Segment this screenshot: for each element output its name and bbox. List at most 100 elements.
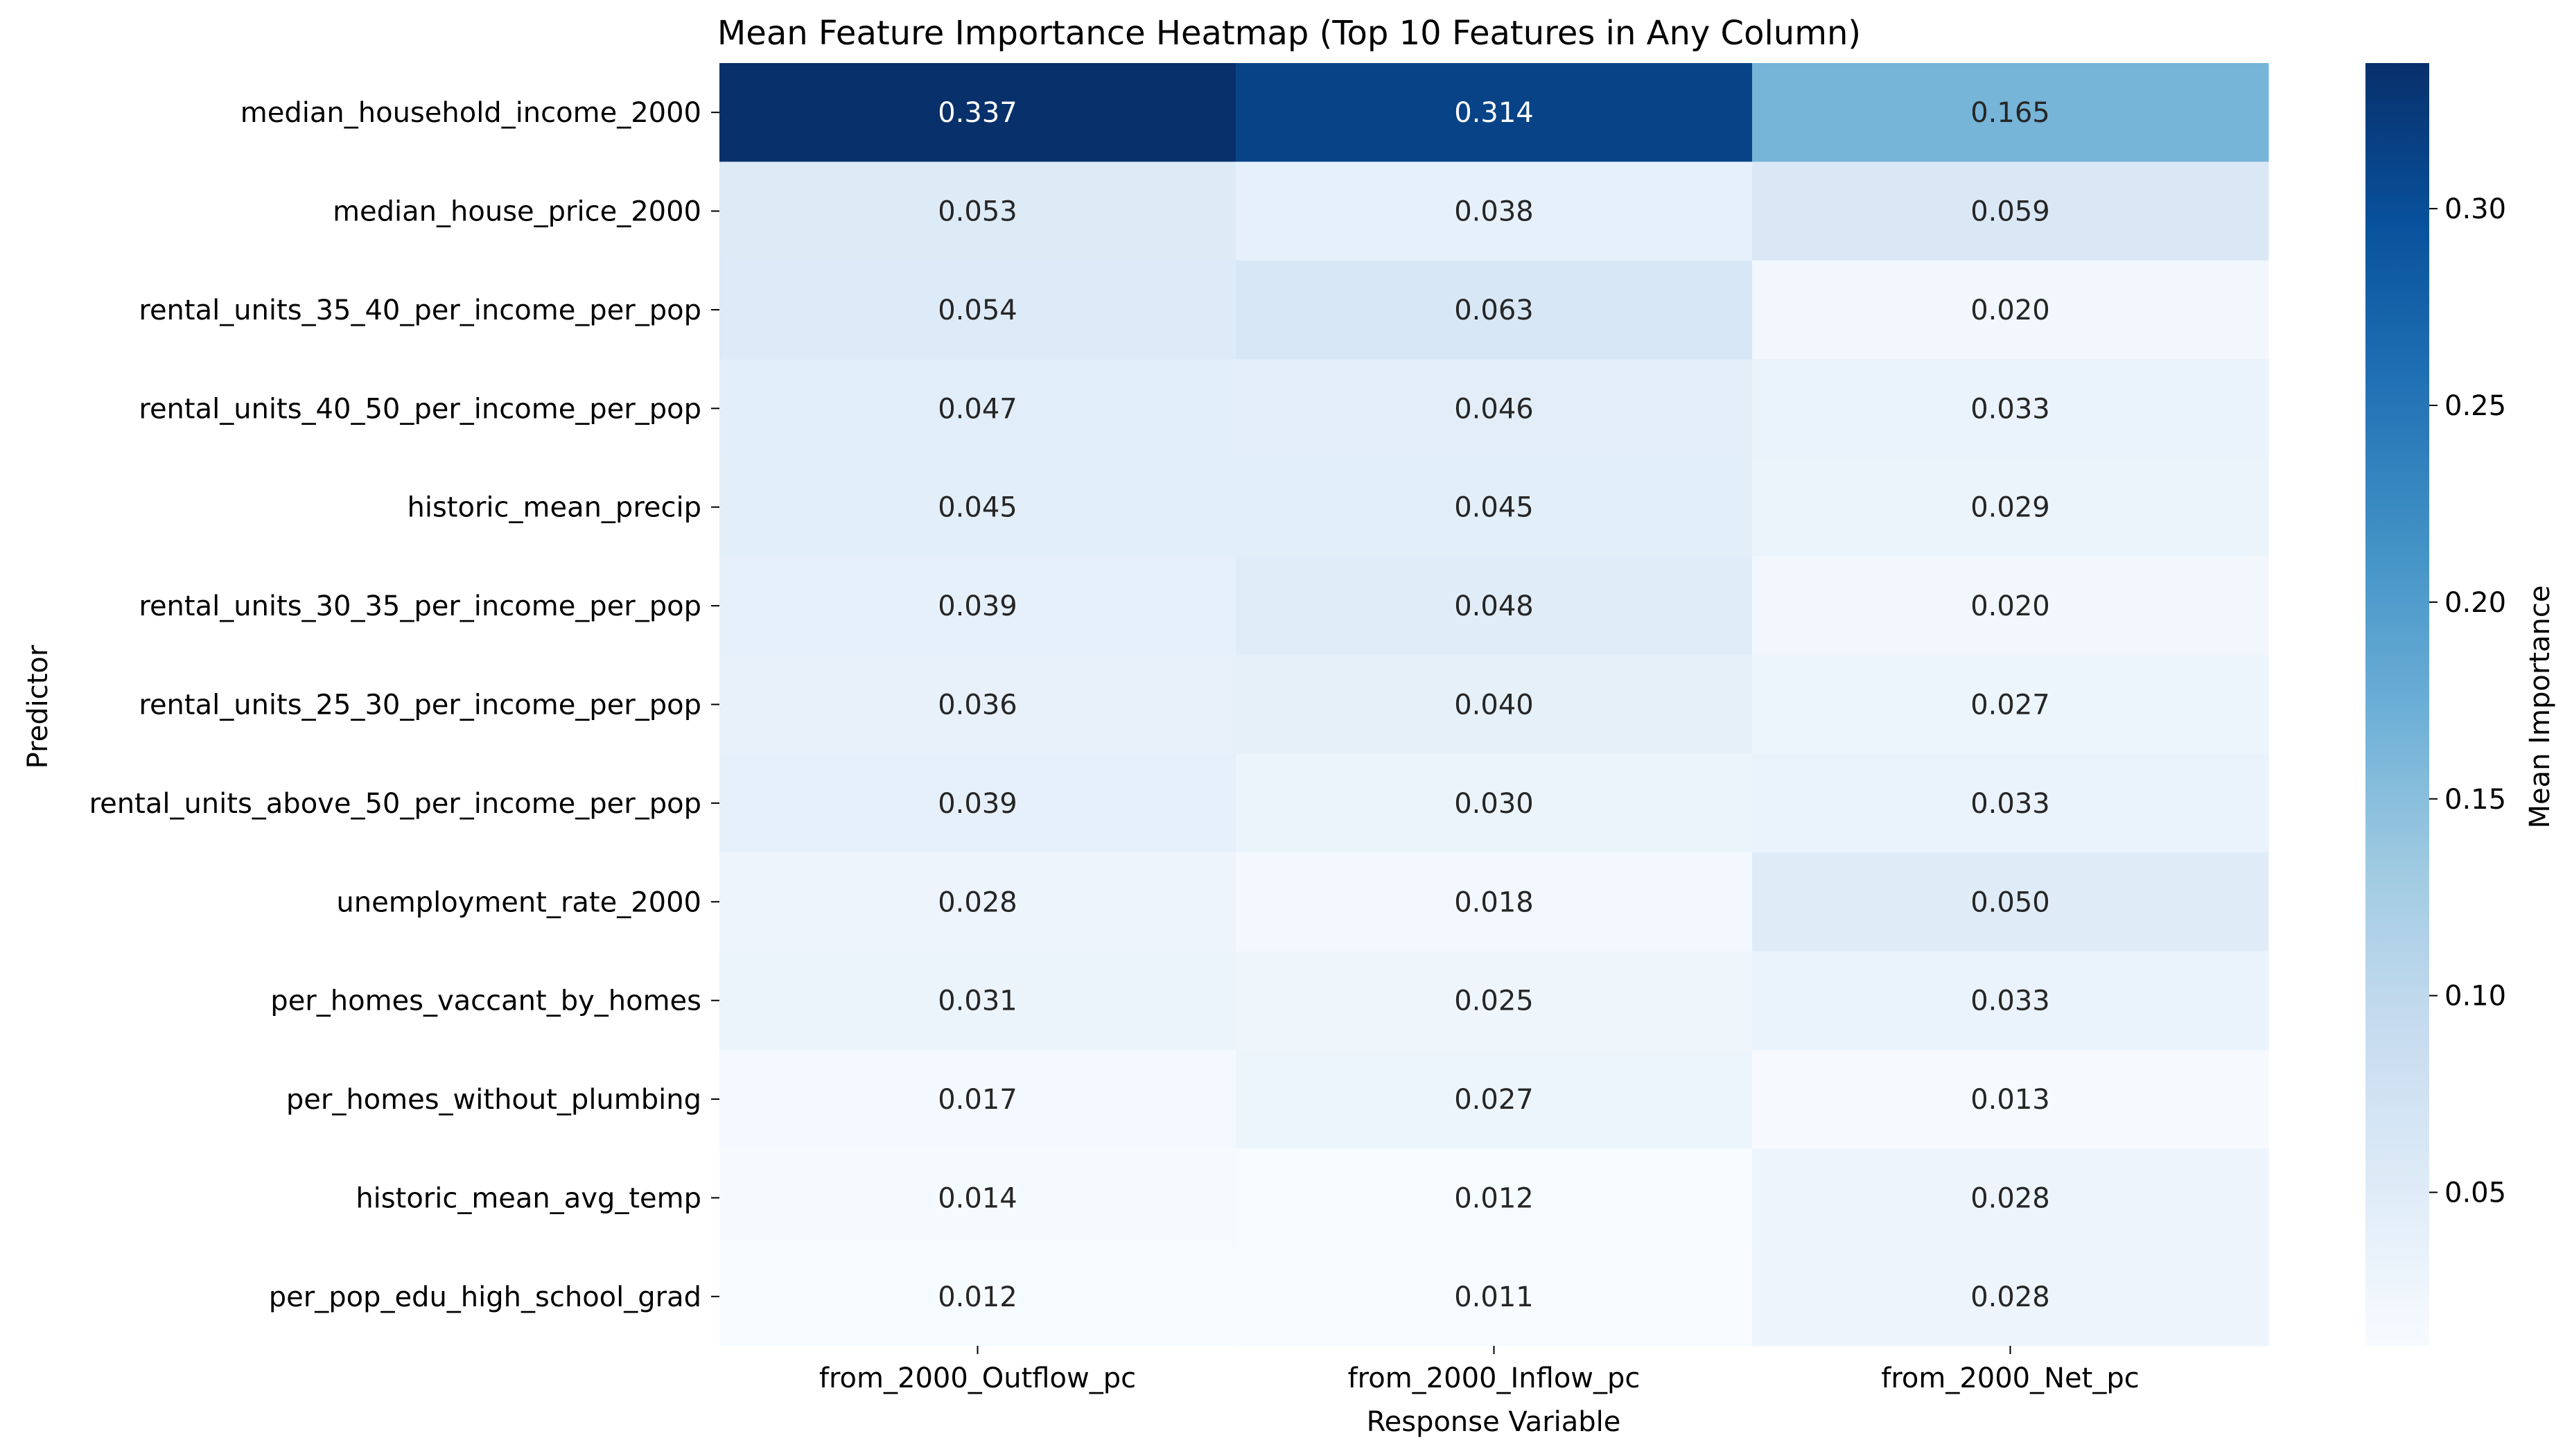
y-tick-label: median_household_income_2000 [240, 97, 701, 129]
heatmap-cell [1752, 63, 2269, 162]
cell-value-label: 0.337 [938, 97, 1017, 129]
colorbar-label: Mean Importance [2524, 586, 2556, 829]
cell-value-label: 0.031 [938, 985, 1017, 1017]
heatmap-cell [1752, 457, 2269, 557]
cell-value-label: 0.038 [1454, 196, 1534, 228]
heatmap-cell [1752, 359, 2269, 459]
heatmap-cell [1236, 161, 1753, 261]
colorbar-tick-label: 0.30 [2444, 193, 2506, 225]
y-tick-label: historic_mean_precip [407, 492, 701, 524]
colorbar: 0.05 0.10 0.15 0.20 0.25 0.30 [2365, 63, 2506, 1346]
heatmap-cell [719, 1247, 1236, 1347]
heatmap-cell [1236, 63, 1753, 162]
heatmap-cell [1236, 655, 1753, 755]
heatmap-cell [1752, 1049, 2269, 1149]
cell-value-label: 0.048 [1454, 590, 1534, 622]
heatmap-cell [1236, 556, 1753, 656]
cell-value-label: 0.063 [1454, 295, 1534, 326]
y-axis-label: Predictor [22, 644, 54, 769]
heatmap-cell [1236, 1247, 1753, 1347]
cell-value-label: 0.020 [1970, 590, 2050, 622]
cell-value-label: 0.039 [938, 590, 1017, 622]
cell-value-label: 0.028 [1970, 1182, 2050, 1214]
cell-value-label: 0.012 [938, 1281, 1017, 1313]
heatmap-cell [719, 556, 1236, 656]
cell-value-label: 0.040 [1454, 690, 1534, 721]
x-tick-label: from_2000_Net_pc [1881, 1362, 2139, 1394]
y-tick-label: historic_mean_avg_temp [356, 1182, 701, 1214]
cell-value-label: 0.014 [938, 1182, 1017, 1214]
cell-value-label: 0.029 [1970, 492, 2050, 524]
x-tick-label: from_2000_Outflow_pc [819, 1362, 1136, 1394]
heatmap-cell [1236, 457, 1753, 557]
heatmap-cell [1752, 1247, 2269, 1347]
cell-value-label: 0.030 [1454, 788, 1534, 820]
heatmap-cell [719, 457, 1236, 557]
colorbar-tick-label: 0.05 [2444, 1177, 2506, 1209]
heatmap-cell [1752, 260, 2269, 360]
heatmap-cell [1752, 161, 2269, 261]
y-tick-label: rental_units_above_50_per_income_per_pop [89, 788, 701, 820]
cell-value-label: 0.033 [1970, 985, 2050, 1017]
cell-value-label: 0.165 [1970, 97, 2050, 129]
heatmap-cell [719, 951, 1236, 1051]
chart-title: Mean Feature Importance Heatmap (Top 10 … [717, 14, 1861, 53]
y-tick-label: rental_units_25_30_per_income_per_pop [139, 690, 701, 721]
y-tick-label: per_pop_edu_high_school_grad [269, 1281, 701, 1313]
heatmap-cell [719, 1049, 1236, 1149]
heatmap-cells: 0.337 0.314 0.165 0.053 0.038 0.059 0.054 0.063… [719, 63, 2269, 1347]
x-tick-label: from_2000_Inflow_pc [1348, 1362, 1641, 1394]
y-tick-label: unemployment_rate_2000 [336, 886, 701, 918]
cell-value-label: 0.028 [938, 886, 1017, 918]
cell-value-label: 0.059 [1970, 196, 2050, 228]
heatmap-cell [1752, 1148, 2269, 1248]
colorbar-tick-label: 0.10 [2444, 981, 2506, 1012]
heatmap-cell [1752, 556, 2269, 656]
cell-value-label: 0.039 [938, 788, 1017, 820]
heatmap-cell [719, 753, 1236, 853]
heatmap-cell [719, 63, 1236, 162]
heatmap-cell [719, 161, 1236, 261]
heatmap-cell [1236, 852, 1753, 951]
cell-value-label: 0.036 [938, 690, 1017, 721]
heatmap-cell [719, 359, 1236, 459]
x-tick-labels: from_2000_Outflow_pc from_2000_Inflow_pc f… [819, 1346, 2140, 1394]
cell-value-label: 0.017 [938, 1084, 1017, 1116]
cell-value-label: 0.050 [1970, 886, 2050, 918]
heatmap-cell [719, 852, 1236, 951]
heatmap-cell [1236, 260, 1753, 360]
x-axis-label: Response Variable [1367, 1406, 1621, 1438]
cell-value-label: 0.018 [1454, 886, 1534, 918]
cell-value-label: 0.047 [938, 393, 1017, 425]
heatmap-cell [1236, 1049, 1753, 1149]
cell-value-label: 0.020 [1970, 295, 2050, 326]
cell-value-label: 0.025 [1454, 985, 1534, 1017]
cell-value-label: 0.053 [938, 196, 1017, 228]
cell-value-label: 0.045 [1454, 492, 1534, 524]
heatmap-cell [719, 1148, 1236, 1248]
cell-value-label: 0.028 [1970, 1281, 2050, 1313]
heatmap-cell [1236, 951, 1753, 1051]
y-tick-label: rental_units_30_35_per_income_per_pop [139, 590, 701, 622]
colorbar-tick-label: 0.20 [2444, 587, 2506, 619]
heatmap-cell [1236, 359, 1753, 459]
heatmap-cell [1752, 852, 2269, 951]
colorbar-tick-label: 0.15 [2444, 784, 2506, 816]
cell-value-label: 0.046 [1454, 393, 1534, 425]
heatmap-cell [1236, 1148, 1753, 1248]
cell-value-label: 0.027 [1970, 690, 2050, 721]
heatmap-cell [719, 260, 1236, 360]
y-tick-label: rental_units_35_40_per_income_per_pop [139, 295, 701, 326]
cell-value-label: 0.011 [1454, 1281, 1534, 1313]
colorbar-tick-label: 0.25 [2444, 390, 2506, 422]
cell-value-label: 0.314 [1454, 97, 1534, 129]
cell-value-label: 0.027 [1454, 1084, 1534, 1116]
y-tick-label: per_homes_vaccant_by_homes [270, 985, 701, 1017]
heatmap-cell [1752, 655, 2269, 755]
cell-value-label: 0.013 [1970, 1084, 2050, 1116]
y-tick-labels: median_household_income_2000 median_house… [89, 97, 719, 1313]
cell-value-label: 0.045 [938, 492, 1017, 524]
heatmap-cell [719, 655, 1236, 755]
cell-value-label: 0.033 [1970, 393, 2050, 425]
